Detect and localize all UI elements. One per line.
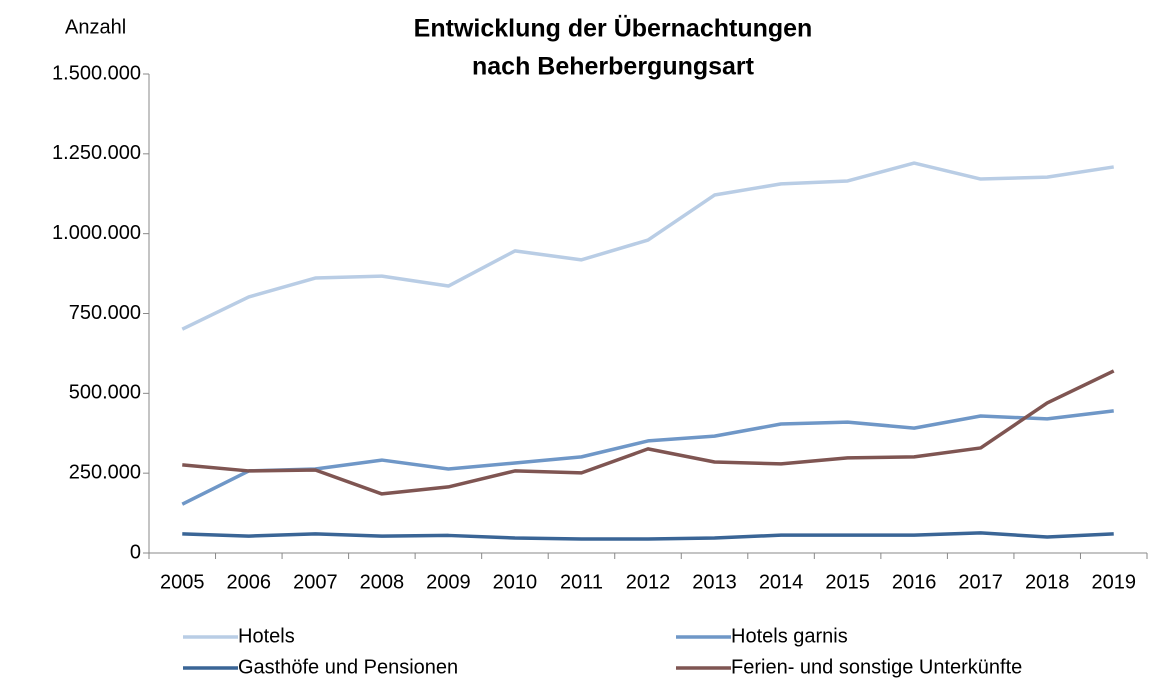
y-tick-label: 1.250.000 — [52, 142, 141, 164]
y-tick-label: 0 — [130, 541, 141, 563]
x-tick-label: 2006 — [227, 571, 272, 593]
legend-label: Hotels — [238, 625, 295, 647]
legend-label: Hotels garnis — [731, 625, 848, 647]
x-tick-label: 2008 — [360, 571, 405, 593]
x-tick-label: 2019 — [1091, 571, 1136, 593]
series-line — [181, 161, 1114, 331]
chart-title: Entwicklung der Übernachtungen — [414, 14, 813, 43]
x-tick-label: 2009 — [426, 571, 471, 593]
y-tick-label: 500.000 — [69, 382, 141, 404]
x-tick-label: 2005 — [160, 571, 205, 593]
series-line — [181, 409, 1114, 506]
x-tick-label: 2015 — [825, 571, 870, 593]
x-tick-label: 2013 — [692, 571, 737, 593]
y-tick-label: 1.500.000 — [52, 62, 141, 84]
chart-subtitle: nach Beherbergungsart — [472, 53, 755, 81]
x-tick-label: 2018 — [1025, 571, 1070, 593]
x-tick-label: 2014 — [759, 571, 804, 593]
x-tick-label: 2007 — [293, 571, 338, 593]
y-tick-label: 750.000 — [69, 302, 141, 324]
y-tick-label: 250.000 — [69, 461, 141, 483]
legend-label: Ferien- und sonstige Unterkünfte — [731, 656, 1022, 678]
x-tick-label: 2012 — [626, 571, 671, 593]
legend-label: Gasthöfe und Pensionen — [238, 656, 458, 678]
x-tick-label: 2017 — [958, 571, 1003, 593]
y-tick-label: 1.000.000 — [52, 222, 141, 244]
x-tick-label: 2010 — [493, 571, 538, 593]
series-line — [182, 531, 1114, 541]
x-tick-label: 2011 — [560, 571, 603, 593]
series-line — [182, 369, 1115, 496]
y-axis-label: Anzahl — [65, 16, 126, 38]
x-tick-label: 2016 — [892, 571, 937, 593]
